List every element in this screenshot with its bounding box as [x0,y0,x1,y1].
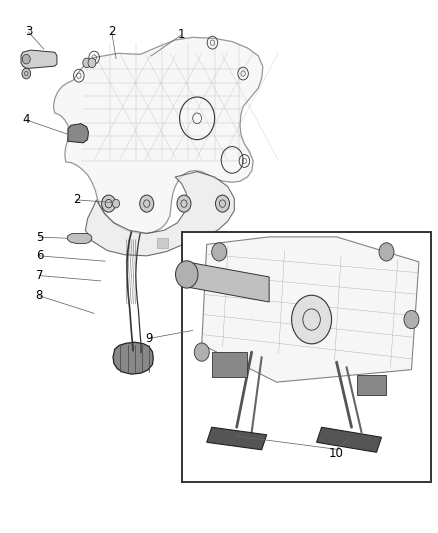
Circle shape [102,195,116,212]
Text: 1: 1 [178,28,186,41]
Circle shape [194,343,209,361]
Bar [157,238,168,248]
Circle shape [113,199,120,208]
Circle shape [215,195,230,212]
Bar [212,352,247,377]
Text: 5: 5 [36,231,43,244]
Circle shape [292,295,332,344]
Text: 3: 3 [25,26,32,38]
Text: 8: 8 [36,289,43,302]
Text: 4: 4 [22,114,30,126]
Bar [357,375,386,394]
Circle shape [22,68,31,79]
Polygon shape [207,427,267,450]
Polygon shape [21,50,57,68]
Text: 6: 6 [35,249,43,262]
Text: 10: 10 [329,447,344,460]
Circle shape [177,195,191,212]
Circle shape [404,310,419,329]
Bar [182,232,431,482]
Polygon shape [113,342,153,374]
Polygon shape [53,37,263,233]
Circle shape [105,199,112,208]
Circle shape [88,58,96,68]
Circle shape [140,195,154,212]
Text: 9: 9 [145,332,153,345]
Polygon shape [67,233,92,244]
Text: 7: 7 [35,269,43,282]
Circle shape [176,261,198,288]
Text: 2: 2 [73,193,81,206]
Circle shape [22,54,30,64]
Polygon shape [187,262,269,302]
Text: 2: 2 [108,26,116,38]
Polygon shape [202,237,419,382]
Polygon shape [317,427,381,453]
Circle shape [83,58,91,68]
Polygon shape [68,124,88,143]
Circle shape [212,243,227,261]
Polygon shape [85,172,234,256]
Circle shape [379,243,394,261]
